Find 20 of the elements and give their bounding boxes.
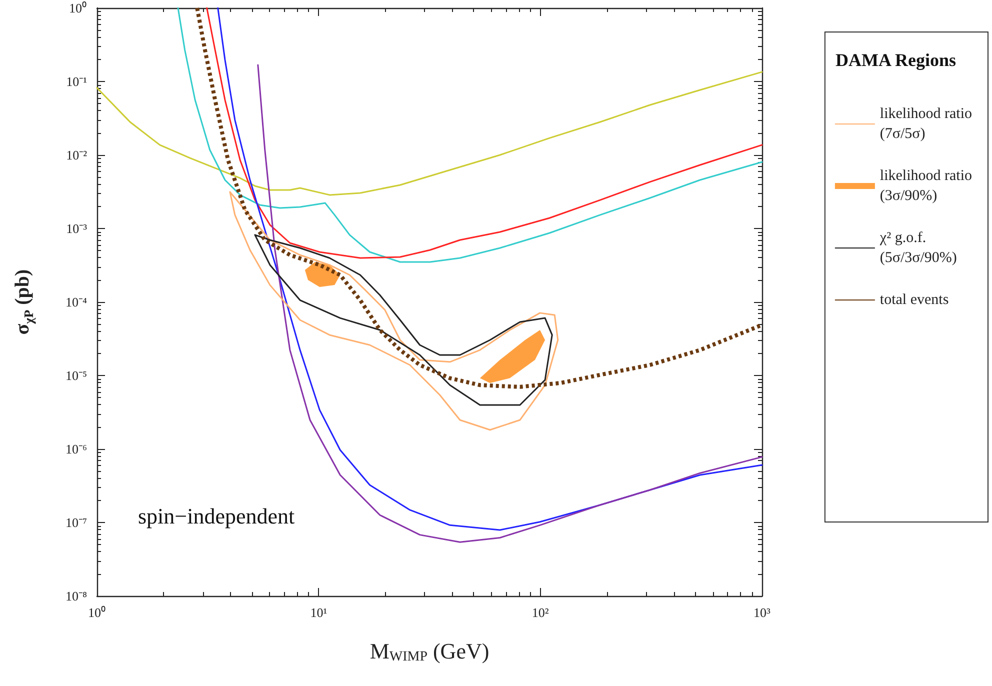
annotation: spin−independent [138, 504, 295, 528]
legend-label: likelihood ratio (3σ/90%) [880, 168, 972, 204]
x-tick-label: 10⁰ [88, 605, 106, 620]
y-tick-label: 10⁻³ [66, 221, 88, 236]
legend-label: total events [880, 292, 949, 308]
legend-title: DAMA Regions [836, 50, 956, 70]
y-tick-label: 10⁻⁶ [65, 442, 87, 456]
x-tick-label: 10² [532, 605, 549, 620]
legend-label: likelihood ratio (7σ/5σ) [880, 106, 972, 142]
y-tick-label: 10⁻² [66, 148, 88, 162]
y-axis-title: σχP (pb) [12, 269, 36, 335]
y-tick-label: 10⁻⁸ [65, 588, 88, 604]
y-tick-label: 10⁻⁵ [65, 368, 87, 383]
x-tick-label: 10¹ [310, 605, 328, 620]
y-tick-label: 10⁻⁴ [65, 294, 88, 310]
x-tick-label: 10³ [754, 605, 771, 620]
legend-label: χ² g.o.f. (5σ/3σ/90%) [878, 230, 957, 266]
y-tick-label: 10⁻⁷ [65, 515, 87, 530]
y-tick-label: 10⁻¹ [66, 74, 88, 89]
y-tick-label: 10⁰ [69, 0, 87, 16]
